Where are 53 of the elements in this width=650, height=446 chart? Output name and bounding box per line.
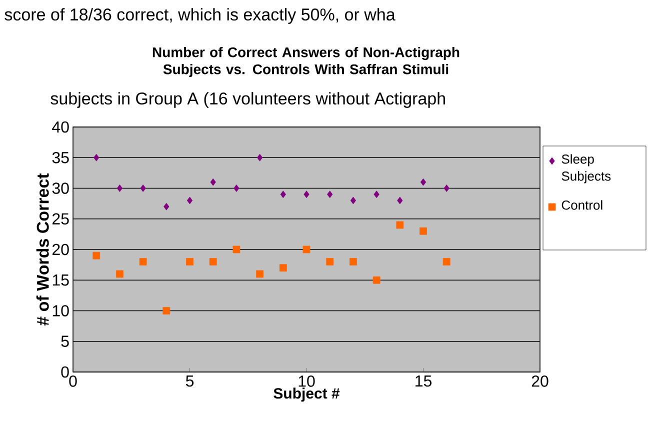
x-tick-label: 5 — [186, 375, 194, 387]
x-tick-label: 20 — [532, 376, 548, 387]
point — [94, 154, 100, 162]
point — [186, 196, 193, 204]
y-tick-label: 15 — [52, 274, 69, 286]
y-tick-label: 20 — [52, 244, 69, 256]
point — [350, 196, 356, 204]
point — [186, 258, 194, 266]
point — [140, 184, 146, 192]
point — [280, 190, 286, 198]
y-tick-label: 10 — [52, 305, 69, 316]
legend-label: Control — [562, 200, 602, 210]
text: subjects in Group A (16 volunteers without Actigraph — [50, 92, 445, 108]
x-tick-label: 0 — [69, 376, 77, 387]
y-tick-label: 35 — [52, 152, 69, 164]
point — [139, 258, 147, 266]
point — [164, 202, 170, 210]
point — [279, 264, 287, 272]
y-tick-label: 5 — [61, 336, 69, 347]
y-axis-title: # of Words Correct — [36, 173, 49, 326]
point — [326, 258, 334, 266]
point — [232, 246, 240, 254]
point — [302, 246, 310, 254]
point — [420, 178, 426, 186]
point — [397, 196, 403, 204]
point — [116, 184, 123, 192]
y-tick-label: 40 — [52, 121, 69, 133]
y-tick-label: 30 — [52, 182, 69, 194]
point — [116, 270, 124, 278]
point — [372, 276, 380, 284]
point — [396, 221, 404, 229]
point — [350, 258, 357, 266]
chart-title: Number of Correct Answers of Non-Actigraph Subjects vs. Controls With Saffran Stimuli — [152, 46, 460, 78]
point — [234, 184, 240, 192]
point — [256, 270, 264, 278]
y-tick-label: 25 — [52, 213, 69, 225]
text: score of 18/36 correct, which is exactly 50%, or wha — [4, 8, 396, 24]
y-tick-label: 0 — [61, 366, 69, 378]
point — [327, 190, 333, 198]
point — [420, 227, 427, 235]
x-tick-label: 15 — [416, 375, 432, 387]
point — [442, 258, 450, 266]
point — [162, 307, 170, 314]
point — [256, 154, 263, 162]
point — [209, 258, 217, 266]
x-axis-title: Subject # — [274, 388, 340, 402]
point — [444, 184, 450, 192]
point — [374, 190, 380, 198]
point — [210, 178, 216, 186]
legend-label: Sleep Subjects — [562, 154, 611, 184]
point — [92, 252, 100, 260]
point — [304, 190, 310, 198]
x-tick-label: 10 — [298, 376, 315, 387]
